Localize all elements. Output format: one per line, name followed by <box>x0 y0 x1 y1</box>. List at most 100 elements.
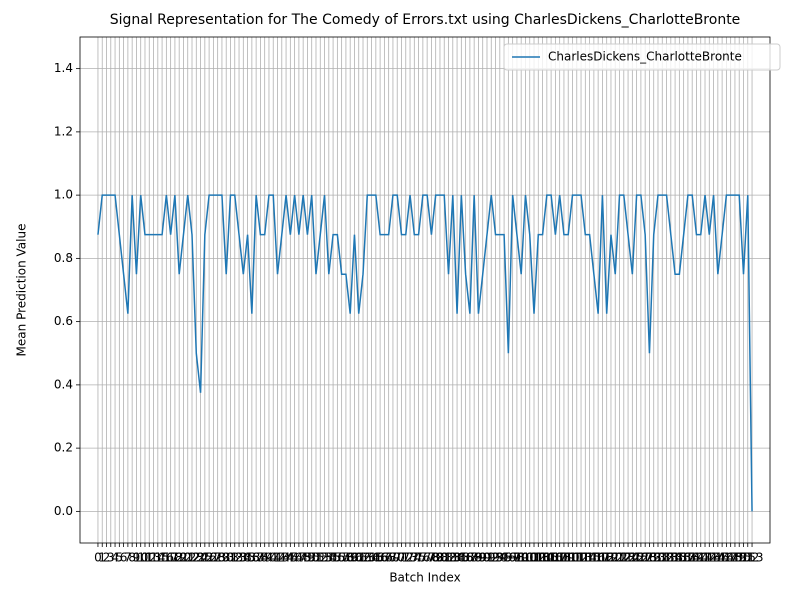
x-tick-label: 126 <box>625 551 648 565</box>
x-tick-label: 112 <box>565 551 588 565</box>
x-tick-label: 150 <box>728 551 751 565</box>
x-tick-label: 109 <box>552 551 575 565</box>
x-tick-label: 4 <box>111 551 119 565</box>
x-tick-label: 32 <box>227 551 242 565</box>
x-tick-label: 127 <box>629 551 652 565</box>
x-tick-label: 26 <box>201 551 216 565</box>
y-tick-label: 0.0 <box>54 504 73 518</box>
x-tick-label: 29 <box>214 551 229 565</box>
x-tick-label: 16 <box>159 551 174 565</box>
x-tick-label: 131 <box>647 551 670 565</box>
x-tick-label: 41 <box>266 551 281 565</box>
x-tick-label: 147 <box>715 551 738 565</box>
x-tick-label: 100 <box>514 551 537 565</box>
x-tick-label: 22 <box>184 551 199 565</box>
x-tick-label: 43 <box>274 551 289 565</box>
x-tick-label: 149 <box>723 551 746 565</box>
x-tick-label: 102 <box>523 551 546 565</box>
x-tick-label: 132 <box>651 551 674 565</box>
x-tick-label: 143 <box>698 551 721 565</box>
y-tick-label: 0.6 <box>54 314 73 328</box>
x-tick-label: 140 <box>685 551 708 565</box>
x-tick-label: 47 <box>291 551 306 565</box>
x-tick-label: 125 <box>621 551 644 565</box>
x-tick-label: 50 <box>304 551 319 565</box>
x-tick-label: 13 <box>146 551 161 565</box>
x-tick-label: 20 <box>176 551 191 565</box>
x-tick-label: 57 <box>334 551 349 565</box>
x-tick-label: 76 <box>415 551 430 565</box>
x-tick-label: 10 <box>133 551 148 565</box>
x-tick-label: 15 <box>154 551 169 565</box>
x-tick-label: 99 <box>514 551 529 565</box>
x-tick-label: 35 <box>240 551 255 565</box>
x-tick-label: 21 <box>180 551 195 565</box>
x-tick-label: 52 <box>313 551 328 565</box>
line <box>97 194 753 512</box>
x-tick-label: 79 <box>428 551 443 565</box>
x-tick-label: 48 <box>296 551 311 565</box>
x-tick-label: 2 <box>103 551 111 565</box>
y-tick-label: 0.4 <box>54 377 73 391</box>
x-tick-label: 34 <box>236 551 251 565</box>
x-tick-label: 74 <box>407 551 422 565</box>
x-tick-label: 136 <box>668 551 691 565</box>
x-tick-label: 114 <box>574 551 597 565</box>
x-tick-label: 62 <box>355 551 370 565</box>
x-tick-label: 119 <box>595 551 618 565</box>
x-tick-label: 144 <box>702 551 725 565</box>
x-tick-label: 115 <box>578 551 601 565</box>
x-tick-label: 81 <box>437 551 452 565</box>
x-tick-label: 6 <box>120 551 128 565</box>
x-tick-label: 87 <box>462 551 477 565</box>
x-tick-label: 28 <box>210 551 225 565</box>
x-tick-label: 45 <box>283 551 298 565</box>
y-axis-label: Mean Prediction Value <box>15 224 29 357</box>
x-tick-label: 84 <box>449 551 464 565</box>
x-tick-label: 67 <box>377 551 392 565</box>
x-tick-label: 44 <box>278 551 293 565</box>
x-tick-label: 142 <box>694 551 717 565</box>
x-tick-label: 18 <box>167 551 182 565</box>
x-tick-label: 106 <box>540 551 563 565</box>
x-tick-label: 46 <box>287 551 302 565</box>
x-tick-label: 137 <box>672 551 695 565</box>
x-tick-label: 11 <box>137 551 152 565</box>
x-tick-label: 92 <box>484 551 499 565</box>
y-tick-label: 1.2 <box>54 124 73 138</box>
x-axis-label: Batch Index <box>389 571 460 585</box>
x-tick-label: 71 <box>394 551 409 565</box>
y-tick-label: 1.0 <box>54 188 73 202</box>
x-tick-label: 90 <box>475 551 490 565</box>
x-tick-label: 103 <box>527 551 550 565</box>
x-tick-label: 36 <box>244 551 259 565</box>
x-tick-label: 9 <box>133 551 141 565</box>
x-tick-label: 33 <box>231 551 246 565</box>
x-tick-label: 53 <box>317 551 332 565</box>
x-tick-label: 91 <box>479 551 494 565</box>
x-tick-label: 105 <box>535 551 558 565</box>
y-tick-label: 1.4 <box>54 61 73 75</box>
x-tick-label: 133 <box>655 551 678 565</box>
x-tick-label: 129 <box>638 551 661 565</box>
x-tick-label: 104 <box>531 551 554 565</box>
x-tick-label: 24 <box>193 551 208 565</box>
x-tick-label: 3 <box>107 551 115 565</box>
x-tick-label: 141 <box>689 551 712 565</box>
x-tick-label: 123 <box>612 551 635 565</box>
x-tick-label: 110 <box>557 551 580 565</box>
x-tick-label: 78 <box>424 551 439 565</box>
x-tick-label: 14 <box>150 551 165 565</box>
x-tick-label: 59 <box>343 551 358 565</box>
x-tick-label: 49 <box>300 551 315 565</box>
x-tick-label: 38 <box>253 551 268 565</box>
x-tick-label: 130 <box>642 551 665 565</box>
x-tick-label: 23 <box>189 551 204 565</box>
x-tick-label: 85 <box>454 551 469 565</box>
x-tick-label: 66 <box>372 551 387 565</box>
x-tick-label: 73 <box>402 551 417 565</box>
x-tick-label: 5 <box>116 551 124 565</box>
x-tick-label: 86 <box>458 551 473 565</box>
x-tick-label: 51 <box>308 551 323 565</box>
x-tick-label: 39 <box>257 551 272 565</box>
